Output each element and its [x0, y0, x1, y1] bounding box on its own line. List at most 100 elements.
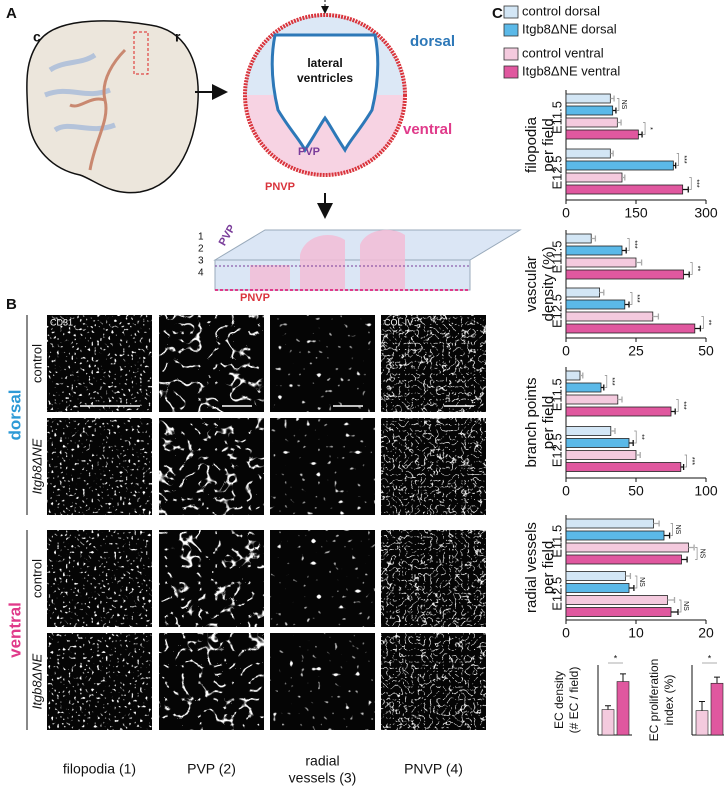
embryo-vessels	[69, 48, 127, 171]
axis-title: filopodia	[523, 116, 540, 173]
layer-label: 4	[198, 268, 204, 279]
error-bar	[699, 701, 705, 711]
slab-pvp-label: PVP	[217, 223, 238, 248]
sig-bracket	[689, 177, 692, 190]
pnvp-ring	[243, 13, 407, 177]
bar	[565, 394, 619, 405]
bar	[565, 93, 611, 104]
axis-title: EC density	[552, 671, 566, 729]
bar	[565, 518, 654, 529]
micrograph-texture	[47, 530, 152, 627]
bar	[565, 382, 602, 393]
error-bar	[652, 313, 660, 320]
bar	[565, 462, 682, 472]
bar	[565, 554, 682, 565]
micrograph-texture	[47, 418, 152, 515]
dorsal-label: dorsal	[410, 33, 455, 50]
micrograph-texture	[381, 530, 486, 627]
layer-label: 3	[198, 256, 204, 267]
error-bar	[605, 705, 611, 710]
error-bar	[617, 119, 622, 126]
error-bar	[680, 464, 685, 470]
micrograph-texture	[270, 633, 375, 730]
ventricles-label: lateral	[307, 56, 342, 70]
row-label: Itgb8ΔNE	[29, 653, 44, 709]
micrographs: dorsal control Itgb8ΔNE ventral control Itgb8…	[5, 315, 486, 786]
error-bar	[681, 556, 688, 563]
error-bar	[610, 150, 614, 157]
panel-label: A	[6, 5, 17, 22]
error-bar	[624, 301, 630, 308]
bar	[565, 269, 684, 280]
stain-label: CD31	[50, 317, 73, 327]
sig-label: ***	[630, 240, 637, 248]
sig-bracket	[634, 430, 637, 444]
axis-title: radial vessels	[523, 522, 540, 613]
sig-bracket	[676, 153, 680, 166]
layer-label: 1	[198, 232, 204, 243]
sig-bracket	[630, 292, 633, 305]
error-bar	[612, 107, 617, 114]
x-tick-label: 25	[628, 343, 644, 359]
sig-bracket	[627, 238, 630, 251]
sig-label: ***	[680, 155, 687, 163]
sig-label: ***	[608, 377, 615, 385]
x-tick-label: 0	[562, 625, 570, 641]
bar	[565, 542, 689, 553]
sig-label: NS	[698, 549, 705, 559]
sig-bracket	[676, 399, 679, 412]
error-bar	[580, 372, 584, 379]
error-bar	[664, 532, 671, 539]
axis-title: branch points	[523, 377, 540, 467]
error-bar	[671, 609, 679, 615]
bar	[565, 595, 668, 605]
row-label: Itgb8ΔNE	[29, 438, 44, 494]
error-bar	[591, 235, 597, 242]
x-tick-label: 50	[698, 343, 714, 359]
axis-title: index (%)	[662, 675, 676, 726]
error-bar	[625, 573, 632, 579]
charts: control dorsal Itgb8ΔNE dorsal control ven…	[503, 3, 724, 741]
error-bar	[610, 95, 615, 102]
category-label: E11.5	[549, 525, 564, 558]
error-bar	[622, 174, 626, 181]
error-bar	[622, 247, 627, 254]
legend-label: control ventral	[522, 45, 604, 60]
bar	[616, 681, 630, 736]
axis-title: per field	[540, 396, 557, 449]
x-tick-label: 20	[698, 625, 714, 641]
legend-swatch	[503, 5, 519, 19]
x-tick-label: 10	[628, 625, 644, 641]
error-bar	[682, 186, 689, 193]
micrograph-texture	[381, 418, 486, 515]
panel-label: B	[6, 296, 17, 313]
sig-bracket	[679, 599, 682, 613]
legend-label: Itgb8ΔNE ventral	[522, 63, 620, 78]
caudal-label: c	[33, 29, 41, 45]
ventricles-label: ventricles	[297, 71, 353, 85]
error-bar	[636, 452, 641, 458]
sig-label: NS	[638, 577, 645, 587]
bar	[565, 105, 614, 116]
legend-swatch	[503, 23, 519, 37]
sig-bracket	[690, 262, 693, 275]
sig-label: ***	[679, 401, 686, 409]
layer-label: 2	[198, 244, 204, 255]
bar	[565, 245, 623, 256]
micrograph-texture	[47, 315, 152, 412]
bar	[565, 287, 600, 298]
sig-label: *	[614, 653, 618, 663]
error-bar	[629, 585, 635, 591]
bar	[565, 311, 654, 322]
error-bar	[673, 162, 677, 169]
bar	[565, 129, 639, 140]
bar	[565, 571, 626, 581]
sig-label: *	[646, 127, 653, 130]
x-tick-label: 0	[562, 483, 570, 499]
column-label: PVP (2)	[187, 761, 236, 777]
micrograph-texture	[381, 315, 486, 412]
bar	[565, 117, 618, 128]
axis-title: vascular	[523, 256, 540, 312]
legend-label: Itgb8ΔNE dorsal	[522, 21, 617, 36]
